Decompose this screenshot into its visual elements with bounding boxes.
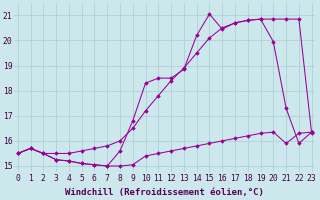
X-axis label: Windchill (Refroidissement éolien,°C): Windchill (Refroidissement éolien,°C) bbox=[65, 188, 264, 197]
